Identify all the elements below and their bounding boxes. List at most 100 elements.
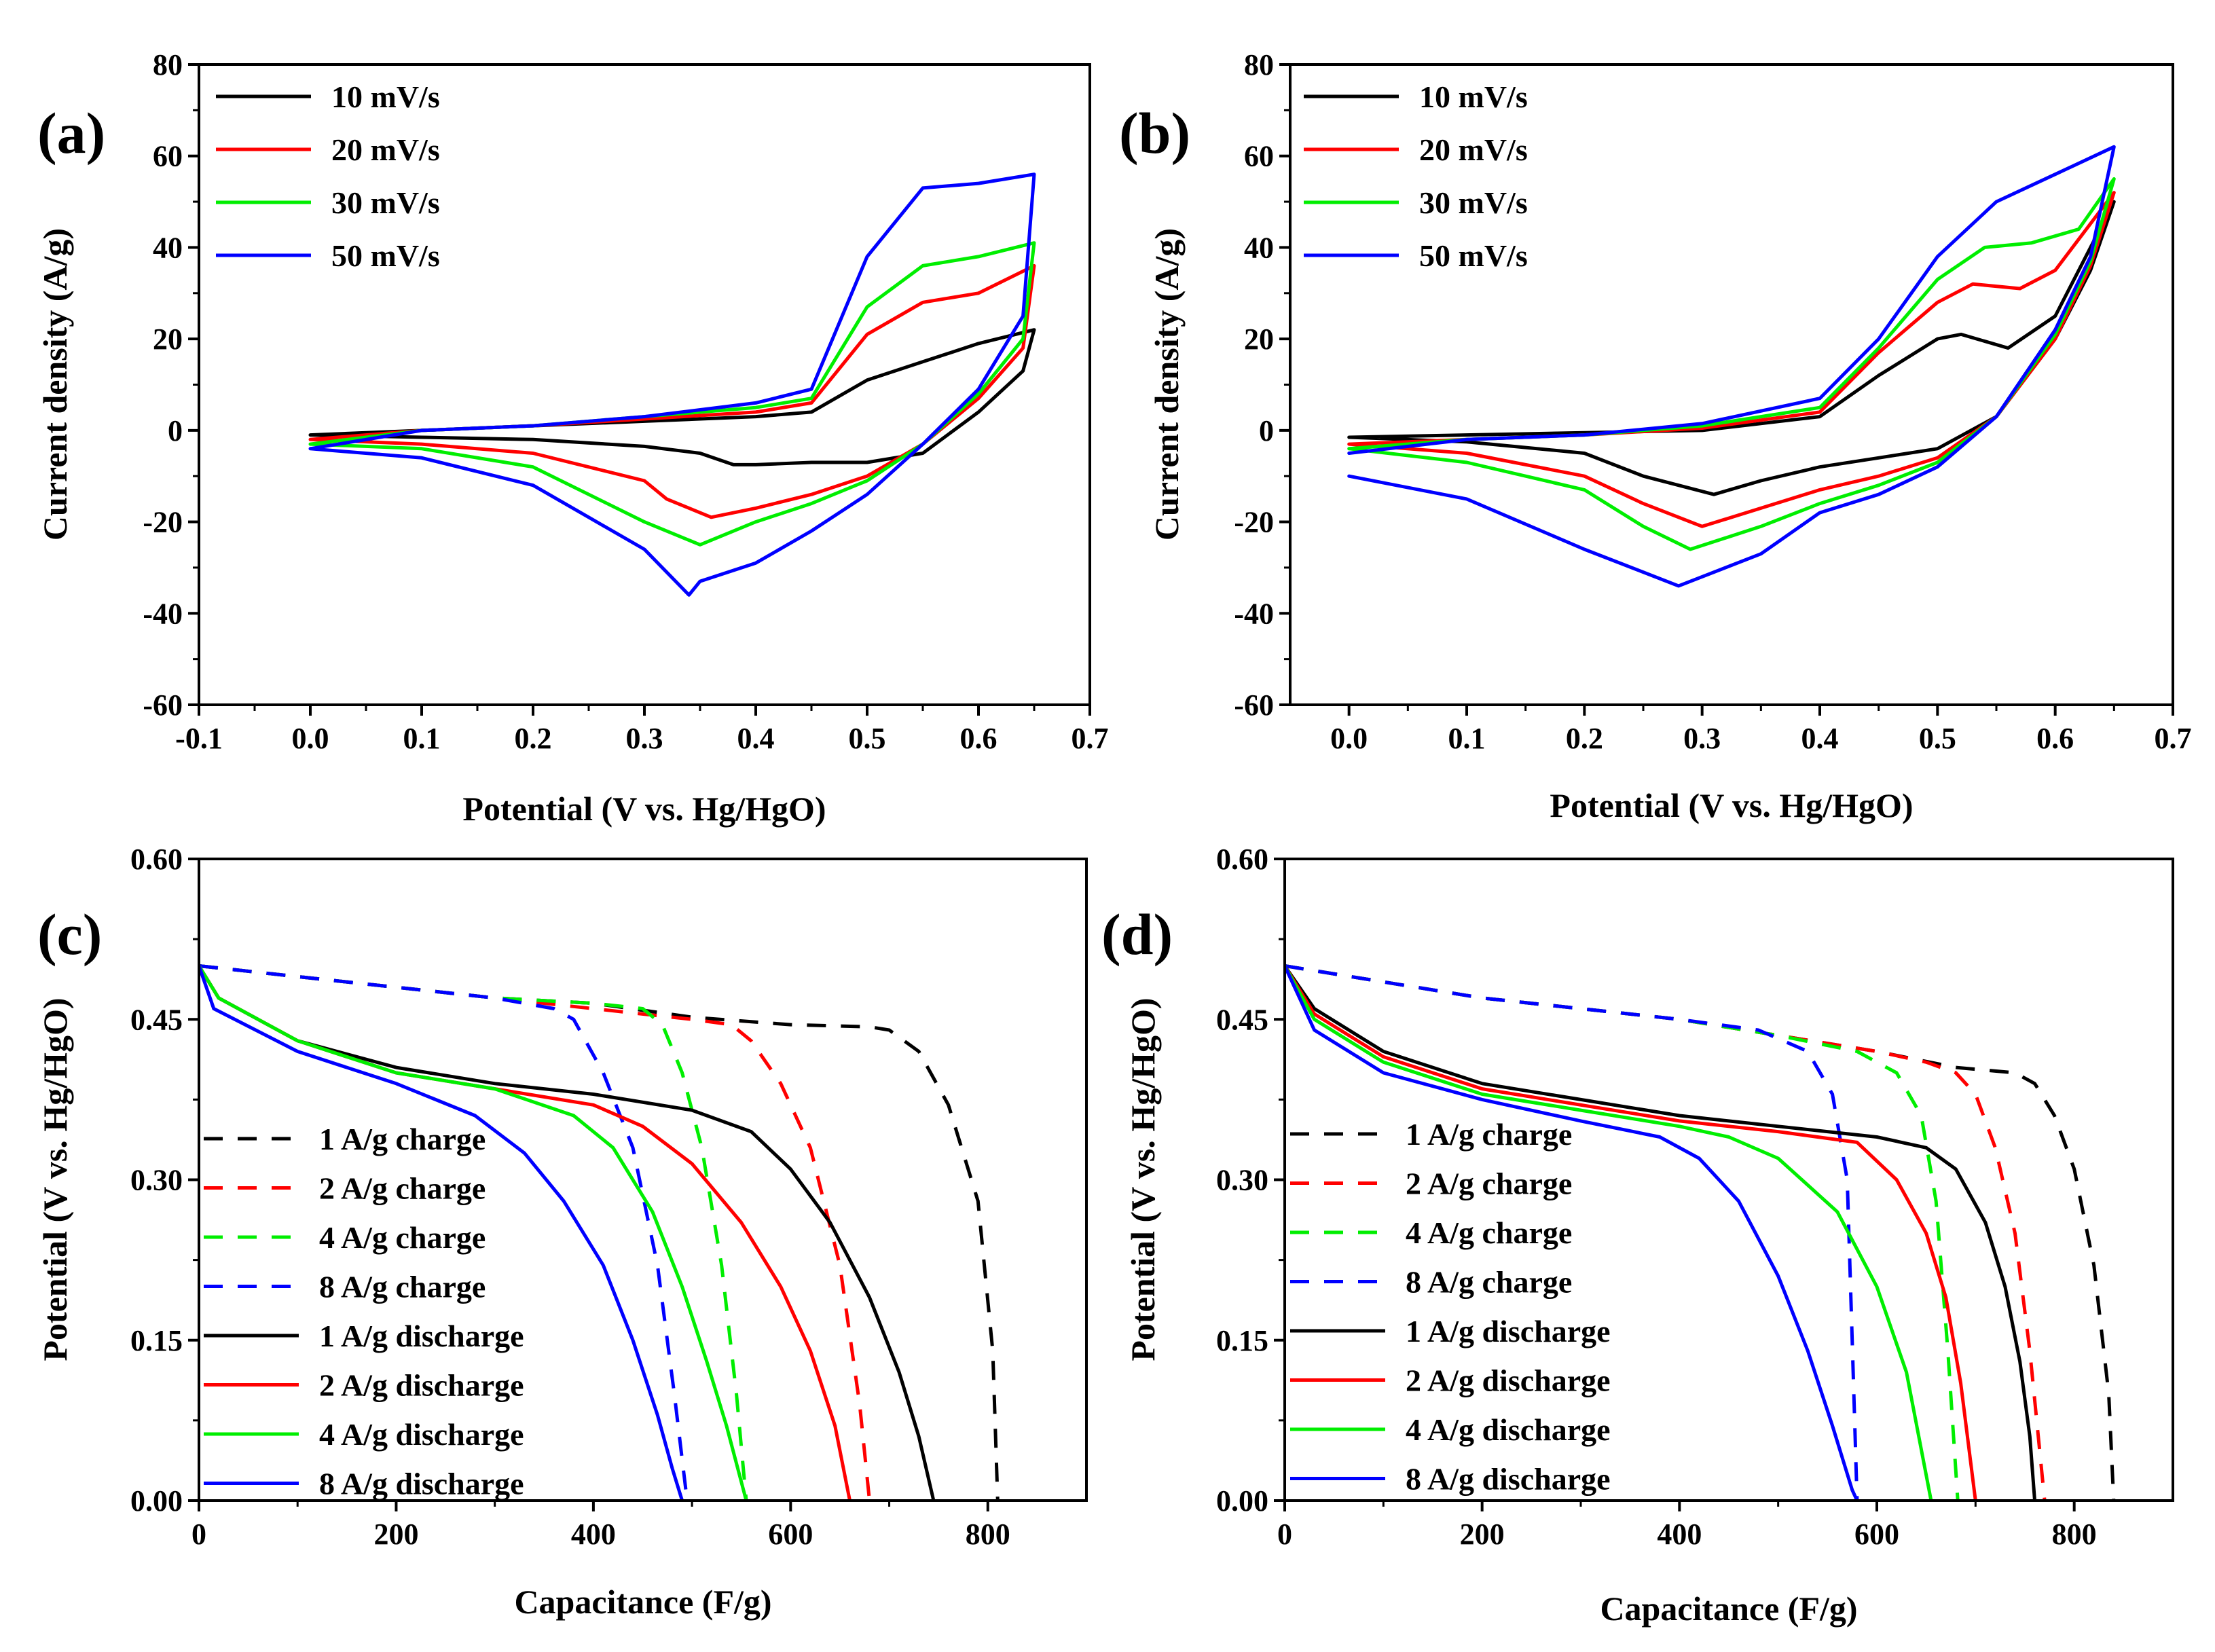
legend-label-2: 20 mV/s bbox=[331, 132, 440, 167]
y-axis-title: Potential (V vs. Hg/HgO) bbox=[36, 997, 74, 1361]
series-line-2 bbox=[1347, 191, 2116, 528]
legend-label-2: 20 mV/s bbox=[1419, 132, 1528, 167]
legend-label-3: 4 A/g charge bbox=[319, 1220, 486, 1255]
y-tick-label: 80 bbox=[153, 48, 183, 81]
x-tick-label: 0.4 bbox=[1801, 722, 1839, 755]
y-tick-label: 0.30 bbox=[1216, 1164, 1268, 1197]
series-line-2 bbox=[199, 964, 871, 1501]
chart-panel-2: 0.0 0.1 0.2 0.3 0.4 0.5 0.6 0.7 -60 -40 -20 0 20 40 60… bbox=[1119, 48, 2192, 824]
x-tick-label: -0.1 bbox=[175, 722, 223, 755]
y-tick-label: -60 bbox=[1234, 689, 1274, 722]
legend-label-8: 8 A/g discharge bbox=[319, 1467, 524, 1501]
legend-label-3: 4 A/g charge bbox=[1406, 1215, 1572, 1250]
y-tick-label: 80 bbox=[1244, 48, 1274, 81]
series-group bbox=[308, 172, 1036, 597]
x-tick-label: 0.4 bbox=[737, 722, 775, 755]
series-group bbox=[199, 964, 1000, 1501]
x-tick-label: 0.2 bbox=[515, 722, 552, 755]
y-tick-label: -20 bbox=[143, 506, 183, 539]
legend: 10 mV/s 20 mV/s 30 mV/s 50 mV/s bbox=[216, 79, 440, 273]
legend-label-7: 4 A/g discharge bbox=[1406, 1412, 1611, 1447]
series-line-7 bbox=[199, 964, 748, 1501]
series-line-8 bbox=[199, 964, 684, 1501]
x-tick-label: 600 bbox=[768, 1518, 813, 1551]
x-tick-label: 600 bbox=[1854, 1518, 1899, 1551]
series-group bbox=[1285, 964, 2116, 1501]
x-tick-label: 400 bbox=[1657, 1518, 1702, 1551]
x-tick-label: 0 bbox=[1277, 1518, 1292, 1551]
legend: 10 mV/s 20 mV/s 30 mV/s 50 mV/s bbox=[1304, 79, 1528, 273]
y-tick-label: 0.60 bbox=[1216, 843, 1268, 876]
series-line-3 bbox=[1285, 964, 1960, 1501]
legend-label-6: 2 A/g discharge bbox=[1406, 1363, 1611, 1398]
panel-label: (d) bbox=[1101, 902, 1173, 967]
chart-panel-3: 0 200 400 600 800 0.00 0.15 0.30 0.45 0.60 Capacit… bbox=[36, 843, 1088, 1621]
legend-label-3: 30 mV/s bbox=[1419, 185, 1528, 220]
y-axis-title: Current density (A/g) bbox=[1148, 228, 1186, 540]
x-tick-label: 0.0 bbox=[292, 722, 329, 755]
y-tick-label: 40 bbox=[1244, 231, 1274, 264]
y-tick-label: 0.45 bbox=[130, 1003, 183, 1036]
series-line-2 bbox=[308, 263, 1036, 519]
y-tick-label: 60 bbox=[1244, 140, 1274, 173]
y-tick-label: -60 bbox=[143, 689, 183, 722]
x-axis-title: Potential (V vs. Hg/HgO) bbox=[1550, 786, 1913, 824]
x-tick-label: 0.7 bbox=[2155, 722, 2192, 755]
chart-panel-1: -0.1 0.0 0.1 0.2 0.3 0.4 0.5 0.6 0.7 -60 -40 -20 0 20… bbox=[36, 48, 1109, 828]
legend-label-4: 8 A/g charge bbox=[1406, 1265, 1572, 1300]
legend-label-6: 2 A/g discharge bbox=[319, 1368, 524, 1403]
y-tick-label: 0.30 bbox=[130, 1164, 183, 1197]
y-tick-label: 0.00 bbox=[130, 1484, 183, 1518]
y-tick-label: -40 bbox=[143, 597, 183, 630]
x-tick-label: 0.6 bbox=[2036, 722, 2074, 755]
x-tick-label: 800 bbox=[2052, 1518, 2097, 1551]
y-tick-label: 0.45 bbox=[1216, 1003, 1268, 1036]
x-tick-label: 0.3 bbox=[1683, 722, 1721, 755]
y-tick-label: 0.00 bbox=[1216, 1484, 1268, 1518]
y-axis-title: Potential (V vs. Hg/HgO) bbox=[1124, 997, 1162, 1361]
legend-label-5: 1 A/g discharge bbox=[319, 1319, 524, 1353]
series-line-6 bbox=[1285, 964, 1977, 1501]
series-line-4 bbox=[199, 964, 689, 1501]
series-line-5 bbox=[1285, 964, 2036, 1501]
legend-label-2: 2 A/g charge bbox=[319, 1171, 486, 1206]
y-tick-label: -40 bbox=[1234, 597, 1274, 630]
legend-label-1: 1 A/g charge bbox=[319, 1122, 486, 1156]
x-tick-label: 0.2 bbox=[1566, 722, 1603, 755]
legend-label-1: 10 mV/s bbox=[1419, 79, 1528, 114]
series-line-4 bbox=[308, 172, 1036, 597]
series-line-2 bbox=[1285, 964, 2047, 1501]
legend-label-7: 4 A/g discharge bbox=[319, 1417, 524, 1452]
y-tick-label: 20 bbox=[1244, 323, 1274, 356]
legend-label-1: 10 mV/s bbox=[331, 79, 440, 114]
x-tick-label: 0.0 bbox=[1330, 722, 1368, 755]
series-line-4 bbox=[1347, 145, 2116, 588]
x-axis-title: Potential (V vs. Hg/HgO) bbox=[462, 790, 826, 828]
legend-label-3: 30 mV/s bbox=[331, 185, 440, 220]
x-tick-label: 200 bbox=[373, 1518, 418, 1551]
y-tick-label: 0.60 bbox=[130, 843, 183, 876]
x-tick-label: 0 bbox=[191, 1518, 206, 1551]
series-line-7 bbox=[1285, 964, 1933, 1501]
y-tick-label: 40 bbox=[153, 231, 183, 264]
y-tick-label: 60 bbox=[153, 140, 183, 173]
chart-panel-4: 0 200 400 600 800 0.00 0.15 0.30 0.45 0.60 Capacit… bbox=[1101, 843, 2174, 1628]
x-tick-label: 200 bbox=[1460, 1518, 1505, 1551]
y-tick-label: 0.15 bbox=[1216, 1324, 1268, 1357]
x-axis-title: Capacitance (F/g) bbox=[514, 1583, 771, 1621]
legend-label-4: 50 mV/s bbox=[331, 238, 440, 273]
x-tick-label: 0.1 bbox=[403, 722, 441, 755]
panel-label: (c) bbox=[37, 902, 102, 967]
panel-label: (a) bbox=[37, 100, 105, 166]
x-tick-label: 0.7 bbox=[1072, 722, 1109, 755]
legend-label-5: 1 A/g discharge bbox=[1406, 1314, 1611, 1348]
legend-label-4: 50 mV/s bbox=[1419, 238, 1528, 273]
y-tick-label: 20 bbox=[153, 323, 183, 356]
legend: 1 A/g charge 2 A/g charge 4 A/g charge 8 A/… bbox=[204, 1122, 524, 1501]
series-line-3 bbox=[1347, 177, 2116, 551]
x-tick-label: 0.6 bbox=[960, 722, 997, 755]
x-tick-label: 0.1 bbox=[1448, 722, 1486, 755]
series-line-1 bbox=[308, 328, 1036, 466]
y-tick-label: -20 bbox=[1234, 506, 1274, 539]
